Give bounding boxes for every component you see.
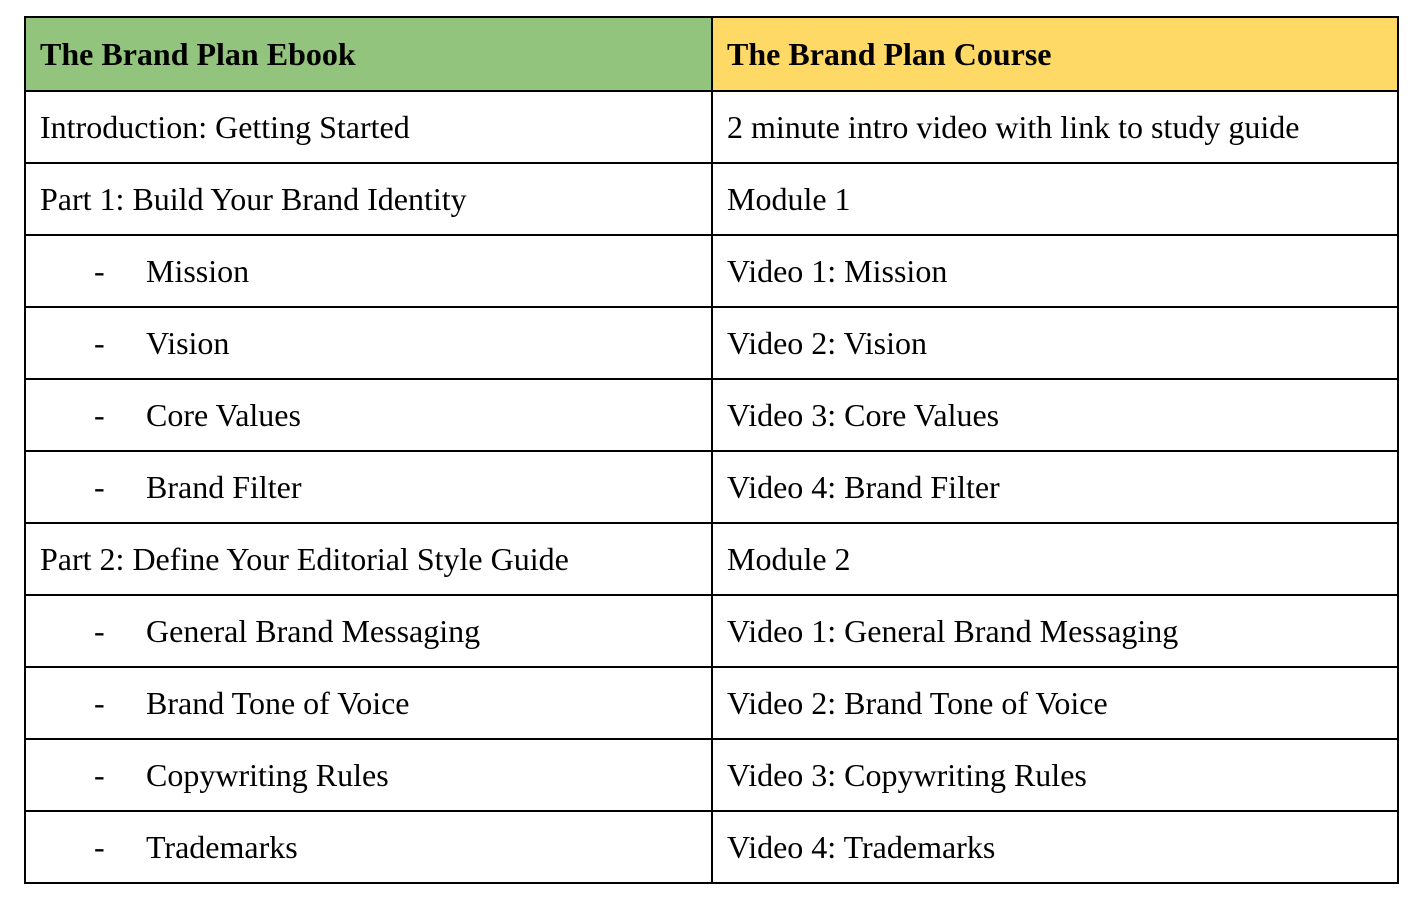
course-cell: Video 1: General Brand Messaging — [711, 594, 1399, 668]
ebook-cell: - General Brand Messaging — [24, 594, 713, 668]
ebook-cell: Introduction: Getting Started — [24, 90, 713, 164]
header-course: The Brand Plan Course — [711, 16, 1399, 92]
course-cell: Video 3: Copywriting Rules — [711, 738, 1399, 812]
bullet-dash: - — [94, 397, 105, 433]
ebook-subitem: - Copywriting Rules — [40, 756, 710, 794]
ebook-subitem: - Core Values — [40, 396, 710, 434]
ebook-cell: - Copywriting Rules — [24, 738, 713, 812]
header-row: The Brand Plan Ebook The Brand Plan Cour… — [24, 16, 1399, 92]
ebook-subitem-label: Trademarks — [146, 829, 298, 865]
course-cell: Video 4: Brand Filter — [711, 450, 1399, 524]
table-row: - General Brand Messaging Video 1: General… — [24, 594, 1399, 668]
course-cell: Video 1: Mission — [711, 234, 1399, 308]
ebook-subitem: - Brand Tone of Voice — [40, 684, 710, 722]
ebook-cell: Part 1: Build Your Brand Identity — [24, 162, 713, 236]
ebook-subitem-label: General Brand Messaging — [146, 613, 481, 649]
table-row: - Brand Filter Video 4: Brand Filter — [24, 450, 1399, 524]
ebook-subitem-label: Copywriting Rules — [146, 757, 389, 793]
table-body: Introduction: Getting Started 2 minute in… — [24, 90, 1399, 884]
course-cell: Video 2: Brand Tone of Voice — [711, 666, 1399, 740]
ebook-subitem: - Vision — [40, 324, 710, 362]
ebook-subitem: - Brand Filter — [40, 468, 710, 506]
bullet-dash: - — [94, 613, 105, 649]
ebook-cell: - Brand Filter — [24, 450, 713, 524]
course-cell: Module 2 — [711, 522, 1399, 596]
course-cell: Video 4: Trademarks — [711, 810, 1399, 884]
bullet-dash: - — [94, 469, 105, 505]
comparison-table: The Brand Plan Ebook The Brand Plan Cour… — [24, 16, 1399, 884]
ebook-cell: - Core Values — [24, 378, 713, 452]
ebook-subitem-label: Brand Tone of Voice — [146, 685, 410, 721]
bullet-dash: - — [94, 253, 105, 289]
table-row: - Core Values Video 3: Core Values — [24, 378, 1399, 452]
course-cell: Video 3: Core Values — [711, 378, 1399, 452]
table-row: - Copywriting Rules Video 3: Copywriting R… — [24, 738, 1399, 812]
table-row: Part 2: Define Your Editorial Style Guid… — [24, 522, 1399, 596]
ebook-cell: - Mission — [24, 234, 713, 308]
course-cell: 2 minute intro video with link to study … — [711, 90, 1399, 164]
ebook-subitem-label: Core Values — [146, 397, 301, 433]
ebook-subitem: - Trademarks — [40, 828, 710, 866]
ebook-cell: - Vision — [24, 306, 713, 380]
bullet-dash: - — [94, 685, 105, 721]
bullet-dash: - — [94, 325, 105, 361]
table-row: - Mission Video 1: Mission — [24, 234, 1399, 308]
ebook-cell: - Trademarks — [24, 810, 713, 884]
ebook-cell: - Brand Tone of Voice — [24, 666, 713, 740]
table-row: Introduction: Getting Started 2 minute in… — [24, 90, 1399, 164]
course-cell: Video 2: Vision — [711, 306, 1399, 380]
course-cell: Module 1 — [711, 162, 1399, 236]
table-row: - Vision Video 2: Vision — [24, 306, 1399, 380]
ebook-subitem: - Mission — [40, 252, 710, 290]
table-row: - Trademarks Video 4: Trademarks — [24, 810, 1399, 884]
table-row: - Brand Tone of Voice Video 2: Brand Tone … — [24, 666, 1399, 740]
bullet-dash: - — [94, 829, 105, 865]
bullet-dash: - — [94, 757, 105, 793]
ebook-subitem-label: Brand Filter — [146, 469, 302, 505]
ebook-subitem-label: Mission — [146, 253, 250, 289]
ebook-subitem-label: Vision — [146, 325, 230, 361]
ebook-cell: Part 2: Define Your Editorial Style Guid… — [24, 522, 713, 596]
table-row: Part 1: Build Your Brand Identity Module … — [24, 162, 1399, 236]
ebook-subitem: - General Brand Messaging — [40, 612, 710, 650]
header-ebook: The Brand Plan Ebook — [24, 16, 713, 92]
